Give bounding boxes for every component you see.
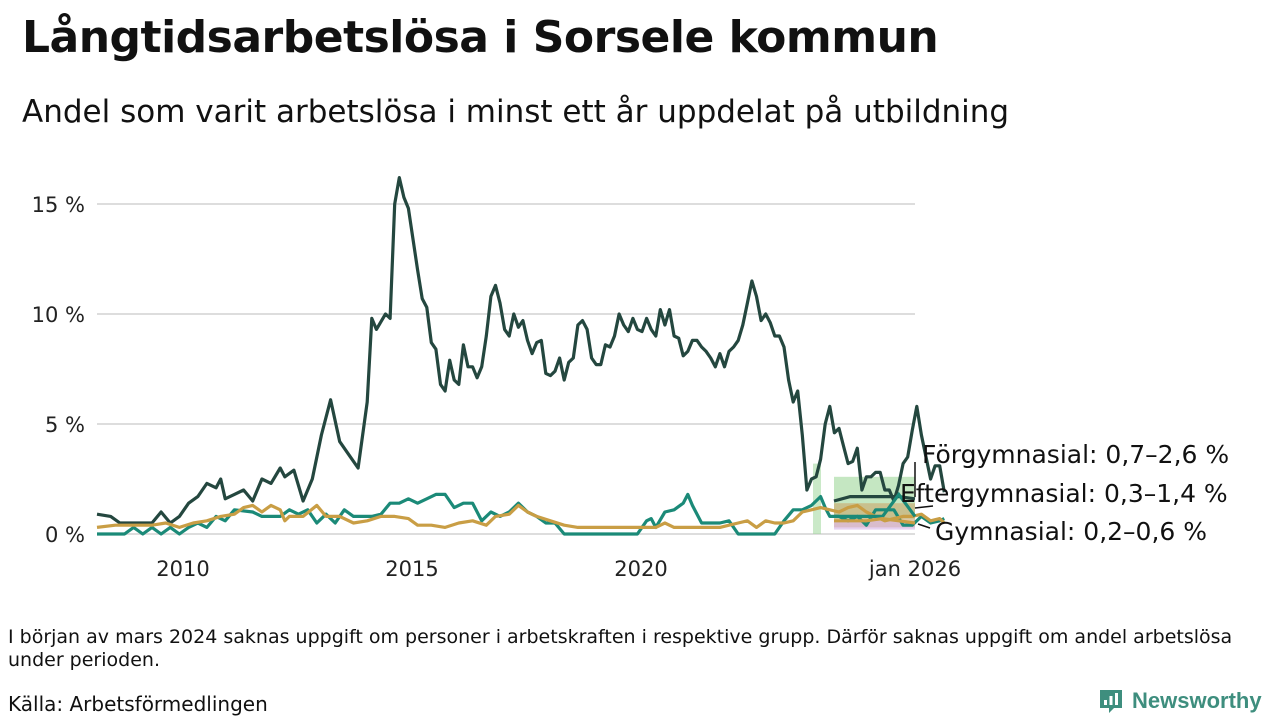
label-leader-Eftergymnasial <box>914 505 934 509</box>
y-tick-label: 15 % <box>32 193 85 217</box>
forecast-band-2 <box>834 520 915 530</box>
x-tick-label: 2020 <box>614 557 667 581</box>
source-text: Källa: Arbetsförmedlingen <box>8 692 268 716</box>
forecast-line-2 <box>834 516 916 525</box>
y-tick-label: 0 % <box>45 523 85 547</box>
y-tick-label: 5 % <box>45 413 85 437</box>
series-label-Eftergymnasial: Eftergymnasial: 0,3–1,4 % <box>900 479 1228 508</box>
x-tick-label: 2015 <box>385 557 438 581</box>
y-tick-label: 10 % <box>32 303 85 327</box>
series-labels: Förgymnasial: 0,7–2,6 % Eftergymnasial: 0… <box>900 440 1229 546</box>
footnote: I början av mars 2024 saknas uppgift om … <box>8 626 1233 671</box>
brand-logo: Newsworthy <box>1098 688 1262 714</box>
forecast-line-1 <box>834 491 917 518</box>
grid-lines <box>97 203 915 535</box>
chart-subtitle: Andel som varit arbetslösa i minst ett å… <box>22 94 1010 130</box>
x-tick-label: jan 2026 <box>868 557 961 581</box>
chart-title: Långtidsarbetslösa i Sorsele kommun <box>22 12 939 63</box>
brand-name: Newsworthy <box>1132 688 1262 713</box>
series-lines <box>96 176 946 536</box>
series-label-Gymnasial: Gymnasial: 0,2–0,6 % <box>935 517 1207 546</box>
x-tick-label: 2010 <box>156 557 209 581</box>
series-label-Förgymnasial: Förgymnasial: 0,7–2,6 % <box>922 440 1229 469</box>
y-axis-ticks: 0 % 5 % 10 % 15 % <box>32 193 85 547</box>
line-chart: 0 % 5 % 10 % 15 % 2010 2015 2020 jan 2026 Förg… <box>32 176 1229 581</box>
series-line-Förgymnasial <box>96 176 946 525</box>
x-axis-ticks: 2010 2015 2020 jan 2026 <box>156 557 961 581</box>
series-line-Gymnasial <box>96 503 946 529</box>
label-leader-Gymnasial <box>917 523 931 529</box>
newsworthy-icon <box>1100 690 1122 713</box>
